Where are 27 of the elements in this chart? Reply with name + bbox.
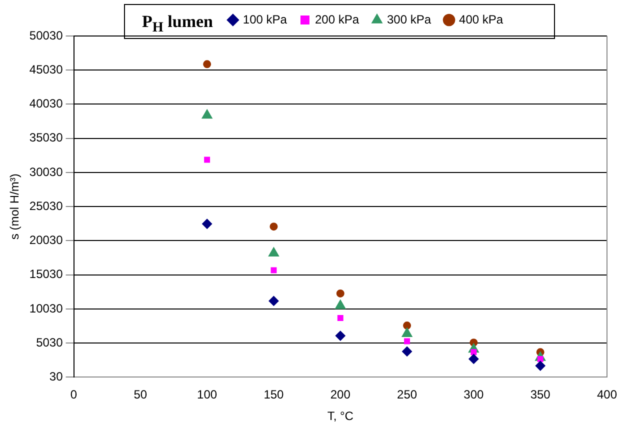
y-tick-label: 50030 bbox=[29, 28, 64, 42]
legend-label: 400 kPa bbox=[459, 12, 504, 26]
x-tick-label: 200 bbox=[330, 388, 351, 402]
y-tick-label: 20030 bbox=[29, 233, 64, 248]
x-tick-label: 350 bbox=[530, 388, 551, 402]
x-tick-label: 150 bbox=[264, 388, 284, 402]
legend-label: 100 kPa bbox=[242, 12, 288, 26]
y-tick-label: 15030 bbox=[29, 267, 64, 282]
y-tick-label: 25030 bbox=[29, 198, 64, 213]
y-tick-label: 35030 bbox=[29, 130, 64, 145]
y-tick-label: 30030 bbox=[29, 164, 64, 179]
x-tick-label: 100 bbox=[197, 388, 218, 402]
y-tick-label: 45030 bbox=[29, 62, 64, 76]
y-tick-label: 10030 bbox=[29, 301, 64, 316]
x-axis-title: T, °C bbox=[327, 409, 354, 424]
legend-title: P$_{H}$ lumen bbox=[142, 12, 213, 36]
y-axis-title: s (mol H/m³) bbox=[8, 174, 22, 240]
x-tick-label: 400 bbox=[596, 388, 618, 402]
y-tick-label: 40030 bbox=[29, 96, 64, 111]
x-tick-label: 0 bbox=[70, 388, 78, 402]
x-tick-label: 50 bbox=[134, 388, 148, 402]
legend-label: 300 kPa bbox=[387, 12, 432, 26]
y-tick-label: 30 bbox=[49, 370, 64, 384]
x-tick-label: 300 bbox=[464, 388, 484, 402]
legend-label: 200 kPa bbox=[314, 12, 360, 26]
y-tick-label: 5030 bbox=[36, 335, 64, 350]
x-tick-label: 250 bbox=[397, 388, 418, 402]
